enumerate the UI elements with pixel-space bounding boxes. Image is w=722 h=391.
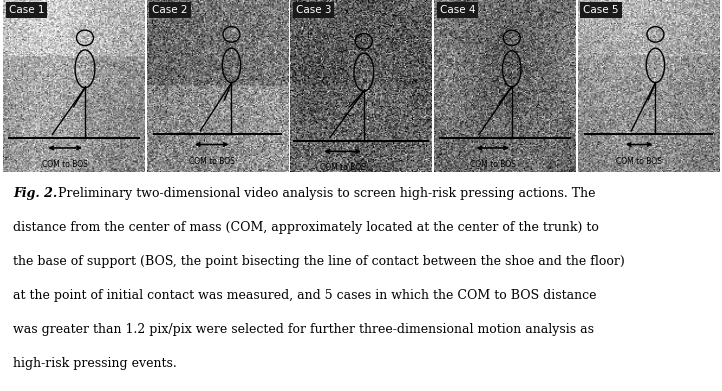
Text: COM to BOS: COM to BOS <box>616 156 662 165</box>
Text: Fig. 2.: Fig. 2. <box>13 187 61 200</box>
Text: COM to BOS: COM to BOS <box>320 163 365 172</box>
Text: COM to BOS: COM to BOS <box>470 160 516 169</box>
Text: Preliminary two-dimensional video analysis to screen high-risk pressing actions.: Preliminary two-dimensional video analys… <box>58 187 595 200</box>
Text: Case 1: Case 1 <box>9 5 44 15</box>
Text: high-risk pressing events.: high-risk pressing events. <box>13 357 177 370</box>
Text: Case 5: Case 5 <box>583 5 619 15</box>
Text: was greater than 1.2 pix/pix were selected for further three-dimensional motion : was greater than 1.2 pix/pix were select… <box>13 323 594 336</box>
Text: distance from the center of mass (COM, approximately located at the center of th: distance from the center of mass (COM, a… <box>13 221 599 234</box>
Text: COM to BOS: COM to BOS <box>188 156 235 165</box>
Text: Case 2: Case 2 <box>152 5 188 15</box>
Text: Case 3: Case 3 <box>296 5 331 15</box>
Text: Case 4: Case 4 <box>440 5 475 15</box>
Text: at the point of initial contact was measured, and 5 cases in which the COM to BO: at the point of initial contact was meas… <box>13 289 596 302</box>
Text: COM to BOS: COM to BOS <box>42 160 88 169</box>
Text: the base of support (BOS, the point bisecting the line of contact between the sh: the base of support (BOS, the point bise… <box>13 255 625 268</box>
